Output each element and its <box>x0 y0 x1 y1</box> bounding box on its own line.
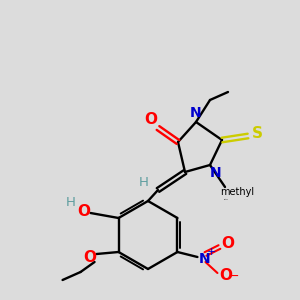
Text: S: S <box>251 127 262 142</box>
Text: H: H <box>139 176 149 188</box>
Text: +: + <box>207 247 216 257</box>
Text: O: O <box>77 203 90 218</box>
Text: N: N <box>199 252 210 266</box>
Text: H: H <box>66 196 76 209</box>
Text: methyl: methyl <box>220 187 254 197</box>
Text: N: N <box>210 166 222 180</box>
Text: O: O <box>219 268 232 284</box>
Text: methyl: methyl <box>224 198 228 200</box>
Text: O: O <box>145 112 158 128</box>
Text: −: − <box>229 269 240 283</box>
Text: O: O <box>83 250 96 266</box>
Text: O: O <box>221 236 234 250</box>
Text: N: N <box>190 106 202 120</box>
